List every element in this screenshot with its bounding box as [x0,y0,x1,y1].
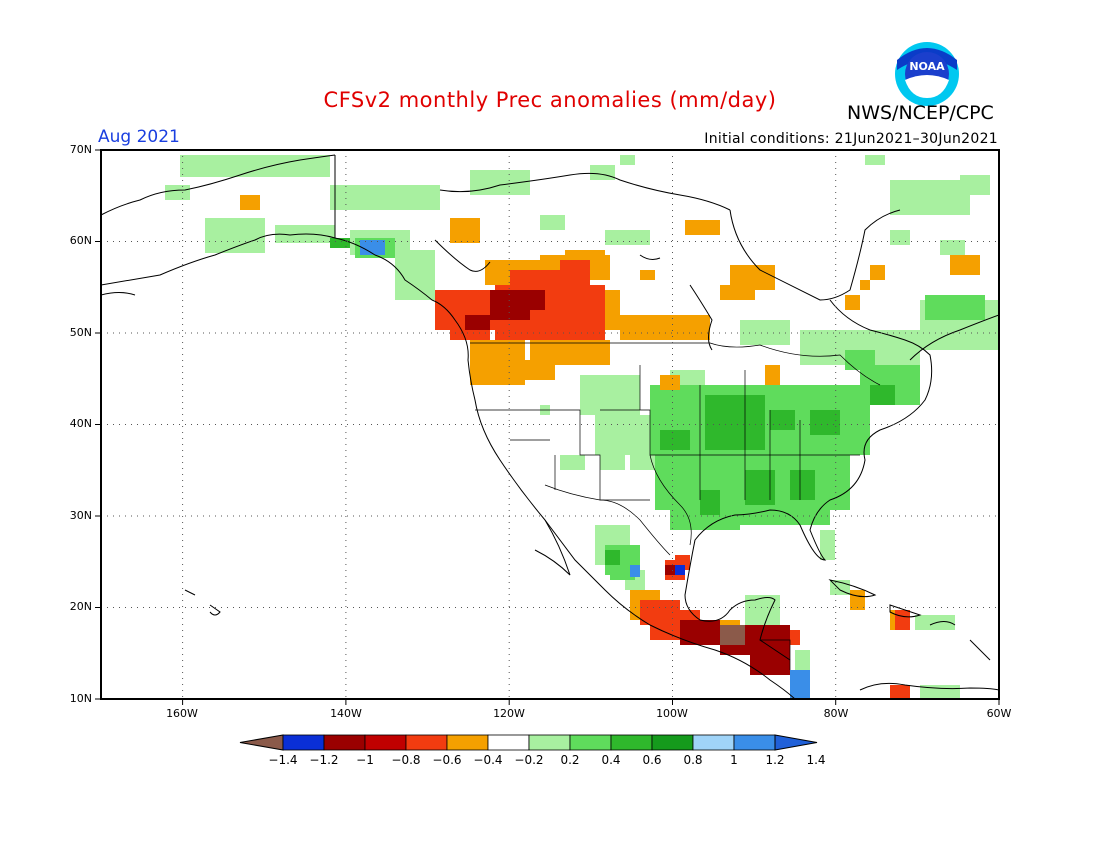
colorbar-label: −0.4 [473,753,502,767]
lon-label: 160W [166,707,198,720]
lon-label: 100W [656,707,688,720]
lat-label: 10N [69,692,92,705]
colorbar-cell [528,734,571,751]
colorbar-cell [692,734,735,751]
wet-strong-region [330,238,895,565]
lon-label: 120W [493,707,525,720]
colorbar-label: 1 [730,753,738,767]
lat-label: 60N [69,234,92,247]
colorbar-cell [405,734,448,751]
colorbar-cell [487,734,530,751]
colorbar-label: 0.4 [601,753,620,767]
colorbar-label: 1.4 [806,753,825,767]
colorbar-label: −0.2 [514,753,543,767]
noaa-logo: NOAA [893,40,961,112]
lon-label: 80W [823,707,849,720]
colorbar-cell [733,734,776,751]
wet-light-region [165,155,999,699]
colorbar-label: 0.2 [560,753,579,767]
colorbar-arrow-right [774,734,818,751]
colorbar-label: −0.6 [432,753,461,767]
colorbar-cell [569,734,612,751]
wet-max-patch [630,565,640,577]
lon-label: 140W [330,707,362,720]
lat-label: 70N [69,143,92,156]
colorbar-label: 1.2 [765,753,784,767]
colorbar-labels: −1.4 −1.2 −1 −0.8 −0.6 −0.4 −0.2 0.2 0.4 0.6 0.8 1 1… [268,753,825,767]
lat-label: 20N [69,600,92,613]
colorbar-cell [364,734,407,751]
colorbar-label: −1.4 [268,753,297,767]
colorbar-cell [282,734,325,751]
colorbar-cell [610,734,653,751]
wet-extreme-patch [675,565,685,575]
colorbar-cell [446,734,489,751]
map-title: CFSv2 monthly Prec anomalies (mm/day) [323,88,777,112]
forecast-month: Aug 2021 [98,127,180,147]
agency-label: NWS/NCEP/CPC [847,102,994,124]
colorbar-cells [239,734,818,751]
lon-label: 60W [986,707,1012,720]
colorbar-label: 0.6 [642,753,661,767]
colorbar-label: 0.8 [683,753,702,767]
colorbar-label: −1 [356,753,374,767]
svg-text:NOAA: NOAA [909,60,945,73]
borders [470,342,881,670]
axis-ticks [95,149,1000,705]
colorbar-label: −0.8 [391,753,420,767]
initial-conditions: Initial conditions: 21Jun2021–30Jun2021 [704,131,998,147]
colorbar-cell [651,734,694,751]
lat-label: 40N [69,417,92,430]
dry-extreme-patch [720,625,745,645]
colorbar-cell [323,734,366,751]
colorbar-arrow-left [239,734,284,751]
coastlines [101,154,999,699]
lat-label: 50N [69,326,92,339]
lat-label: 30N [69,509,92,522]
wet-max-patch-2 [790,670,810,699]
colorbar-label: −1.2 [309,753,338,767]
wet-max-patch-3 [360,240,385,255]
